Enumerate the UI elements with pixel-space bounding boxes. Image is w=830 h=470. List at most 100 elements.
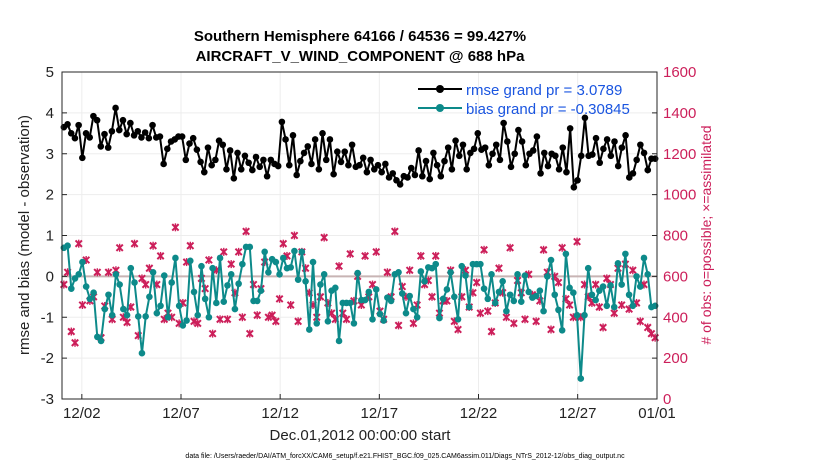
obs-count-marker	[104, 268, 113, 277]
bias-point	[480, 285, 488, 292]
bias-point	[116, 281, 123, 288]
rmse-point	[71, 134, 79, 142]
obs-count-marker	[138, 274, 146, 283]
bias-point	[406, 292, 414, 300]
rmse-point	[463, 165, 470, 173]
bias-point	[547, 256, 555, 264]
bias-point	[443, 286, 451, 293]
bias-point	[302, 277, 309, 285]
bias-point	[618, 281, 625, 288]
y-tick-label-3: 0	[46, 268, 54, 285]
bias-point	[413, 313, 421, 321]
rmse-point	[522, 161, 530, 169]
bias-point	[105, 291, 112, 299]
x-tick-label-2: 12/12	[261, 405, 299, 422]
bias-point	[246, 243, 254, 251]
obs-count-marker	[573, 237, 581, 246]
rmse-point	[404, 174, 411, 181]
obs-count-marker	[74, 239, 83, 248]
rmse-point	[533, 133, 541, 140]
bias-point	[164, 313, 172, 321]
obs-count-marker	[595, 303, 604, 312]
bias-point	[451, 293, 458, 301]
rmse-point	[237, 165, 245, 173]
obs-count-marker	[476, 309, 485, 318]
obs-count-marker	[286, 300, 295, 309]
bias-point	[573, 311, 581, 319]
obs-count-marker	[130, 239, 139, 248]
rmse-point	[145, 134, 153, 142]
rmse-point	[537, 170, 544, 177]
bias-point	[227, 271, 235, 278]
bias-point	[540, 307, 547, 315]
rmse-point	[356, 161, 363, 169]
rmse-point	[359, 154, 367, 162]
obs-count-marker	[558, 243, 567, 252]
rmse-point	[330, 170, 337, 178]
rmse-point	[437, 172, 445, 180]
obs-count-marker	[290, 231, 299, 240]
rmse-point	[297, 157, 304, 165]
rmse-point	[156, 133, 164, 140]
bias-point	[186, 257, 194, 265]
bias-point	[588, 291, 596, 299]
rmse-point	[127, 119, 134, 127]
rmse-point	[504, 138, 511, 145]
bias-series	[60, 242, 659, 382]
rmse-point	[230, 174, 238, 182]
y-right-tick-label-0: 0	[663, 391, 671, 408]
rmse-point	[374, 161, 382, 169]
bias-point	[291, 247, 298, 255]
bias-point	[570, 289, 577, 297]
bias-point	[536, 287, 544, 294]
rmse-point	[396, 181, 404, 188]
rmse-point	[138, 134, 145, 141]
obs-count-marker	[390, 227, 399, 236]
obs-count-marker	[78, 300, 87, 309]
x-tick-label-1: 12/07	[162, 405, 200, 422]
bias-point	[532, 292, 540, 300]
rmse-point	[489, 150, 496, 158]
bias-point	[622, 250, 629, 258]
rmse-point	[304, 143, 312, 150]
bias-point	[551, 291, 559, 299]
rmse-point	[334, 148, 341, 156]
bias-point	[365, 288, 373, 296]
bias-point	[607, 282, 614, 289]
obs-count-marker	[602, 274, 611, 283]
rmse-point	[200, 168, 208, 176]
obs-count-marker	[275, 294, 284, 303]
y-tick-label-1: -2	[41, 350, 54, 367]
bias-point	[168, 279, 176, 286]
bias-point	[454, 315, 462, 323]
bias-point	[213, 299, 220, 307]
bias-point	[298, 248, 306, 256]
x-tick-label-5: 12/27	[559, 405, 597, 422]
bias-point	[190, 288, 198, 296]
rmse-point	[382, 160, 389, 168]
bias-point	[90, 289, 97, 297]
bias-point	[432, 260, 440, 268]
obs-count-marker	[171, 223, 180, 232]
bias-point	[265, 268, 272, 276]
bias-point	[194, 311, 202, 319]
rmse-point	[164, 145, 171, 153]
obs-count-marker	[67, 327, 76, 336]
bias-point	[462, 272, 469, 279]
rmse-series	[60, 104, 659, 191]
rmse-point	[415, 147, 422, 154]
rmse-point	[212, 156, 219, 164]
rmse-point	[637, 141, 644, 149]
obs-count-marker	[480, 245, 488, 254]
rmse-point	[389, 170, 397, 177]
obs-count-marker	[409, 319, 418, 328]
bias-point	[484, 295, 492, 303]
rmse-point	[441, 157, 448, 165]
bias-point	[142, 313, 149, 320]
x-axis-label: Dec.01,2012 00:00:00 start	[270, 427, 452, 444]
obs-count-marker	[495, 264, 503, 273]
bias-point	[272, 258, 280, 266]
obs-count-marker	[115, 243, 124, 252]
rmse-point	[341, 148, 349, 156]
